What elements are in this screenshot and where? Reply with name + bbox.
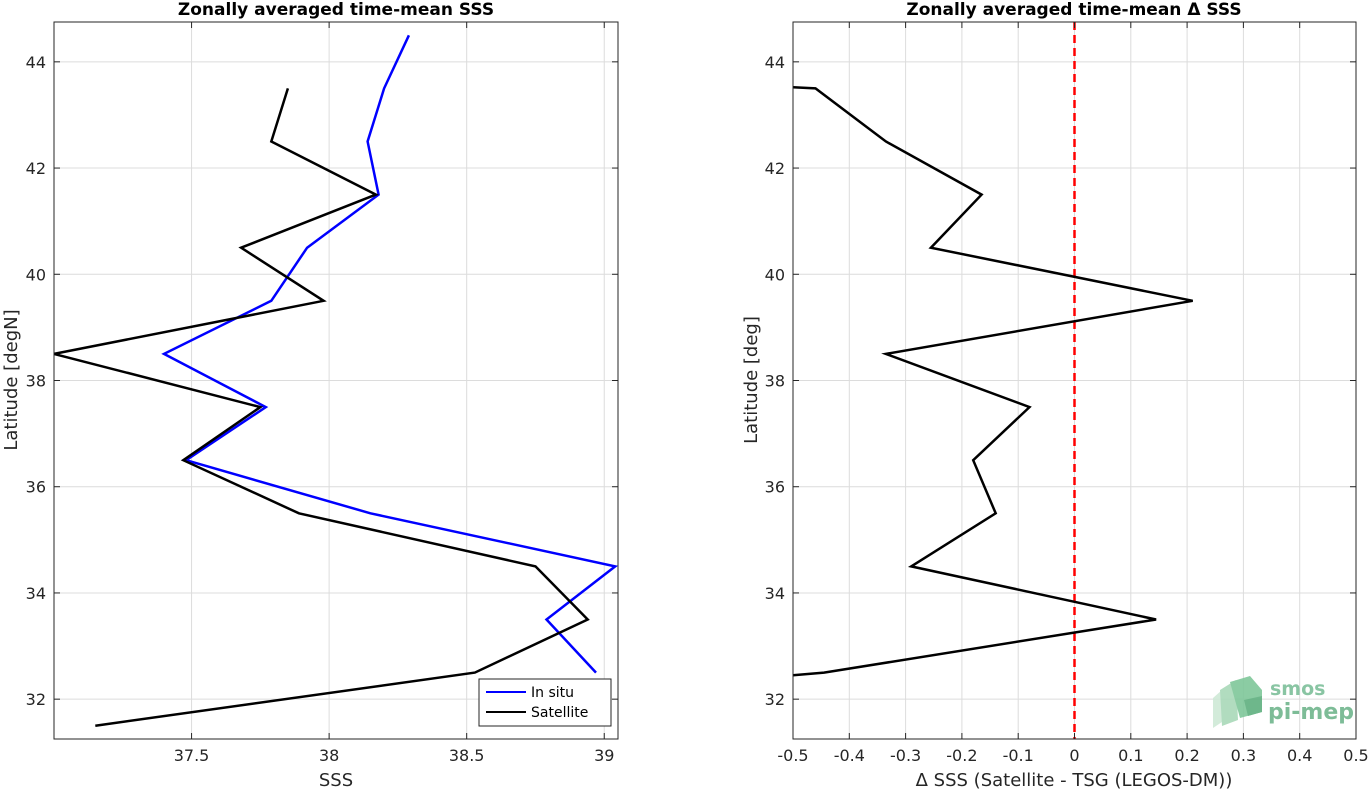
logo-mark-back xyxy=(1213,690,1222,728)
right-chart: -0.5 -0.4 -0.3 -0.2 -0.1 0 0.1 0.2 0.3 0.4 0.5 32 34… xyxy=(741,0,1369,790)
right-x-tick-label: 0.2 xyxy=(1174,746,1199,765)
legend: In situ Satellite xyxy=(478,678,612,727)
right-x-tick-label: 0 xyxy=(1069,746,1079,765)
left-y-tick-label: 38 xyxy=(26,372,46,391)
left-y-tick-label: 32 xyxy=(26,690,46,709)
left-y-axis-label: Latitude [degN] xyxy=(1,309,22,450)
right-series xyxy=(792,22,1193,739)
left-y-tick-label: 34 xyxy=(26,584,46,603)
left-y-tick-label: 40 xyxy=(26,265,46,284)
right-x-axis-label: Δ SSS (Satellite - TSG (LEGOS-DM)) xyxy=(916,770,1233,790)
left-chart-title: Zonally averaged time-mean SSS xyxy=(178,0,494,20)
right-x-tick-label: -0.3 xyxy=(890,746,921,765)
right-x-tick-label: -0.2 xyxy=(946,746,977,765)
left-tick-labels: 37.5 38 38.5 39 32 34 36 38 40 42 44 xyxy=(26,22,618,765)
right-chart-title: Zonally averaged time-mean Δ SSS xyxy=(906,0,1241,20)
right-x-tick-label: -0.4 xyxy=(834,746,865,765)
right-x-tick-label: 0.5 xyxy=(1343,746,1368,765)
right-x-tick-label: -0.5 xyxy=(777,746,808,765)
left-x-tick-label: 37.5 xyxy=(174,746,210,765)
left-chart: 37.5 38 38.5 39 32 34 36 38 40 42 44 Zonally avera… xyxy=(1,0,619,790)
left-line-in-situ xyxy=(161,34,619,674)
left-grid xyxy=(54,22,618,739)
right-y-tick-label: 40 xyxy=(765,265,785,284)
right-x-tick-label: -0.1 xyxy=(1003,746,1034,765)
right-y-tick-label: 42 xyxy=(765,159,785,178)
legend-label-satellite: Satellite xyxy=(531,705,588,721)
right-tick-labels: -0.5 -0.4 -0.3 -0.2 -0.1 0 0.1 0.2 0.3 0.4 0.5 32 34… xyxy=(765,22,1369,765)
left-x-tick-label: 39 xyxy=(594,746,614,765)
smos-pi-mep-logo: smos pi-mep xyxy=(1213,676,1354,728)
right-y-axis-label: Latitude [deg] xyxy=(741,316,762,444)
left-y-tick-label: 42 xyxy=(26,159,46,178)
right-x-tick-label: 0.4 xyxy=(1287,746,1312,765)
left-series xyxy=(53,34,619,727)
legend-box xyxy=(478,678,612,727)
right-line-series-0 xyxy=(792,86,1193,677)
right-x-tick-label: 0.1 xyxy=(1118,746,1143,765)
left-y-tick-label: 36 xyxy=(26,478,46,497)
legend-label-in-situ: In situ xyxy=(531,685,574,701)
left-x-axis-label: SSS xyxy=(319,770,353,790)
right-y-tick-label: 32 xyxy=(765,690,785,709)
right-y-tick-label: 38 xyxy=(765,372,785,391)
right-x-tick-label: 0.3 xyxy=(1231,746,1256,765)
left-y-tick-label: 44 xyxy=(26,53,46,72)
logo-mark-accent xyxy=(1244,696,1262,716)
left-line-satellite xyxy=(53,88,590,727)
right-y-tick-label: 44 xyxy=(765,53,785,72)
logo-text-smos: smos xyxy=(1270,678,1325,700)
left-x-tick-label: 38.5 xyxy=(449,746,485,765)
left-x-tick-label: 38 xyxy=(319,746,339,765)
logo-text-pi-mep: pi-mep xyxy=(1268,700,1354,725)
right-y-tick-label: 36 xyxy=(765,478,785,497)
right-y-tick-label: 34 xyxy=(765,584,785,603)
